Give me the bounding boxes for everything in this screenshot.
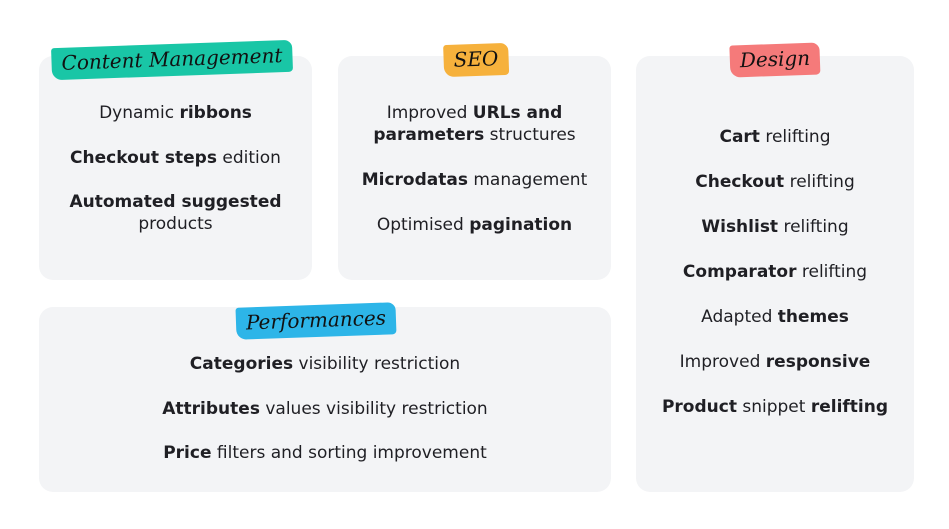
feature-checkout-relifting: Checkout relifting (695, 172, 855, 192)
feature-optimised-pagination: Optimised pagination (376, 215, 573, 235)
feature-product-snippet-relifting: Product snippet relifting (661, 397, 889, 417)
seo-card: Improved URLs and parameters structures … (338, 56, 611, 280)
feature-checkout-steps: Checkout steps edition (70, 148, 281, 168)
feature-dynamic-ribbons: Dynamic ribbons (99, 103, 252, 123)
feature-wishlist-relifting: Wishlist relifting (701, 217, 849, 237)
seo-tag: SEO (443, 42, 509, 78)
design-list: Cart relifting Checkout relifting Wishli… (636, 126, 914, 418)
feature-adapted-themes: Adapted themes (701, 307, 849, 327)
feature-categories-visibility: Categories visibility restriction (189, 354, 461, 374)
feature-cart-relifting: Cart relifting (719, 127, 831, 147)
content-management-list: Dynamic ribbons Checkout steps edition A… (39, 102, 312, 235)
design-card: Cart relifting Checkout relifting Wishli… (636, 56, 914, 492)
seo-list: Improved URLs and parameters structures … (338, 102, 611, 236)
feature-improved-responsive: Improved responsive (679, 352, 871, 372)
feature-attributes-visibility: Attributes values visibility restriction (162, 399, 488, 419)
feature-parameters-structures: parameters structures (373, 125, 576, 145)
feature-improved-urls: Improved URLs and (386, 103, 563, 123)
feature-price-filters: Price filters and sorting improvement (163, 443, 487, 463)
feature-automated-suggested: Automated suggested products (69, 192, 282, 234)
performances-list: Categories visibility restriction Attrib… (39, 353, 611, 464)
performances-card: Categories visibility restriction Attrib… (39, 307, 611, 492)
design-tag: Design (729, 42, 821, 78)
feature-comparator-relifting: Comparator relifting (682, 262, 868, 282)
feature-microdatas: Microdatas management (361, 170, 588, 190)
content-management-card: Dynamic ribbons Checkout steps edition A… (39, 56, 312, 280)
performances-tag: Performances (235, 302, 397, 340)
